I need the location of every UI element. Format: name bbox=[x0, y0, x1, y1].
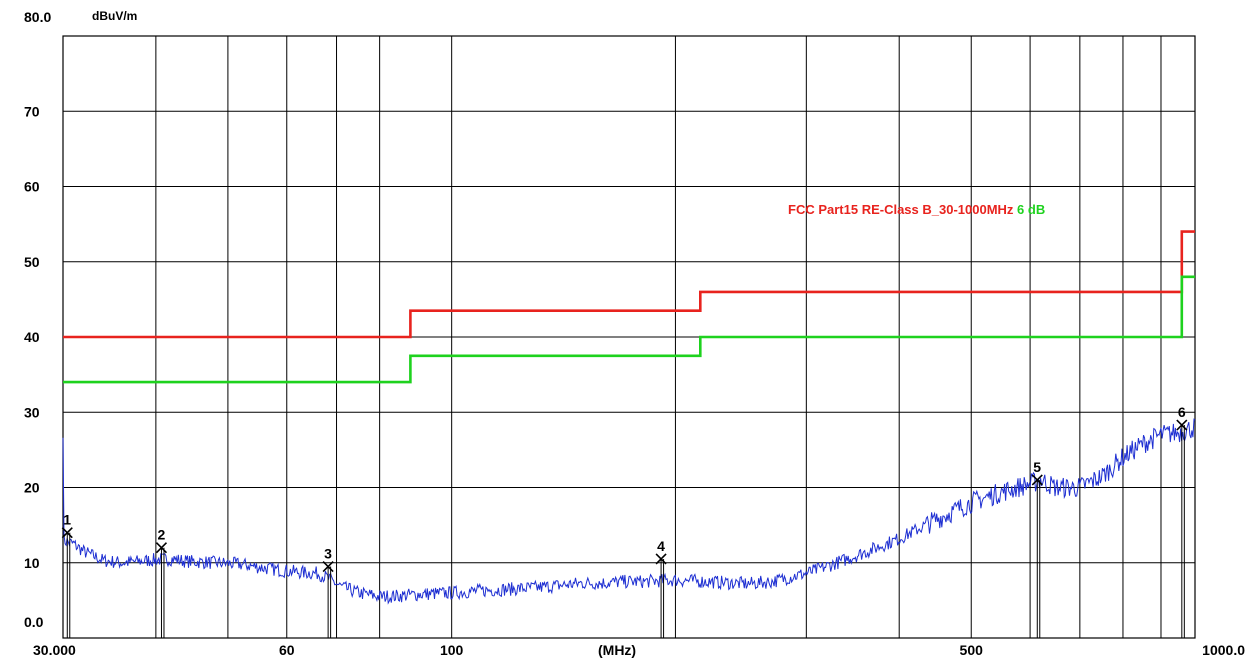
y-tick-label: 80.0 bbox=[24, 9, 51, 25]
limit-lines bbox=[63, 230, 1195, 384]
x-tick-label: 60 bbox=[279, 642, 295, 658]
x-axis-label: (MHz) bbox=[598, 642, 636, 658]
limit-line bbox=[63, 230, 1195, 339]
y-axis-tick-labels: 0.0 10 20 30 40 50 60 70 80.0 bbox=[24, 9, 51, 630]
marker-x bbox=[655, 553, 667, 565]
measurement-trace bbox=[62, 418, 1196, 605]
marker-label: 2 bbox=[157, 527, 165, 543]
margin-line bbox=[63, 275, 1195, 384]
legend-limit: FCC Part15 RE-Class B_30-1000MHz bbox=[788, 202, 1014, 217]
marker-label: 1 bbox=[63, 512, 71, 528]
marker-x bbox=[1031, 474, 1043, 486]
x-tick-label: 1000.0 bbox=[1202, 642, 1245, 658]
y-tick-label: 30 bbox=[24, 404, 40, 420]
y-tick-label: 20 bbox=[24, 480, 40, 496]
x-tick-label: 30.000 bbox=[33, 642, 76, 658]
y-tick-label: 10 bbox=[24, 555, 40, 571]
y-tick-label: 70 bbox=[24, 103, 40, 119]
y-axis-label: dBuV/m bbox=[92, 9, 137, 23]
marker-x bbox=[61, 527, 73, 539]
y-tick-label: 0.0 bbox=[24, 614, 44, 630]
limit-legend: FCC Part15 RE-Class B_30-1000MHz 6 dB bbox=[788, 202, 1045, 217]
marker-label: 4 bbox=[657, 538, 665, 554]
marker-label: 3 bbox=[324, 546, 332, 562]
marker-x bbox=[322, 560, 334, 573]
x-axis-tick-labels: 30.000 60 100 500 1000.0 bbox=[33, 642, 1245, 658]
marker-x bbox=[1176, 419, 1188, 431]
marker-label: 5 bbox=[1033, 459, 1041, 475]
x-tick-label: 500 bbox=[960, 642, 984, 658]
marker-label: 6 bbox=[1178, 404, 1186, 420]
y-tick-label: 60 bbox=[24, 179, 40, 195]
y-tick-label: 40 bbox=[24, 329, 40, 345]
x-tick-label: 100 bbox=[440, 642, 464, 658]
trace-line bbox=[62, 418, 1196, 605]
y-tick-label: 50 bbox=[24, 254, 40, 270]
marker-x bbox=[155, 542, 168, 554]
legend-margin: 6 dB bbox=[1013, 202, 1045, 217]
peak-markers: 1 2 3 4 5 6 bbox=[61, 404, 1188, 638]
